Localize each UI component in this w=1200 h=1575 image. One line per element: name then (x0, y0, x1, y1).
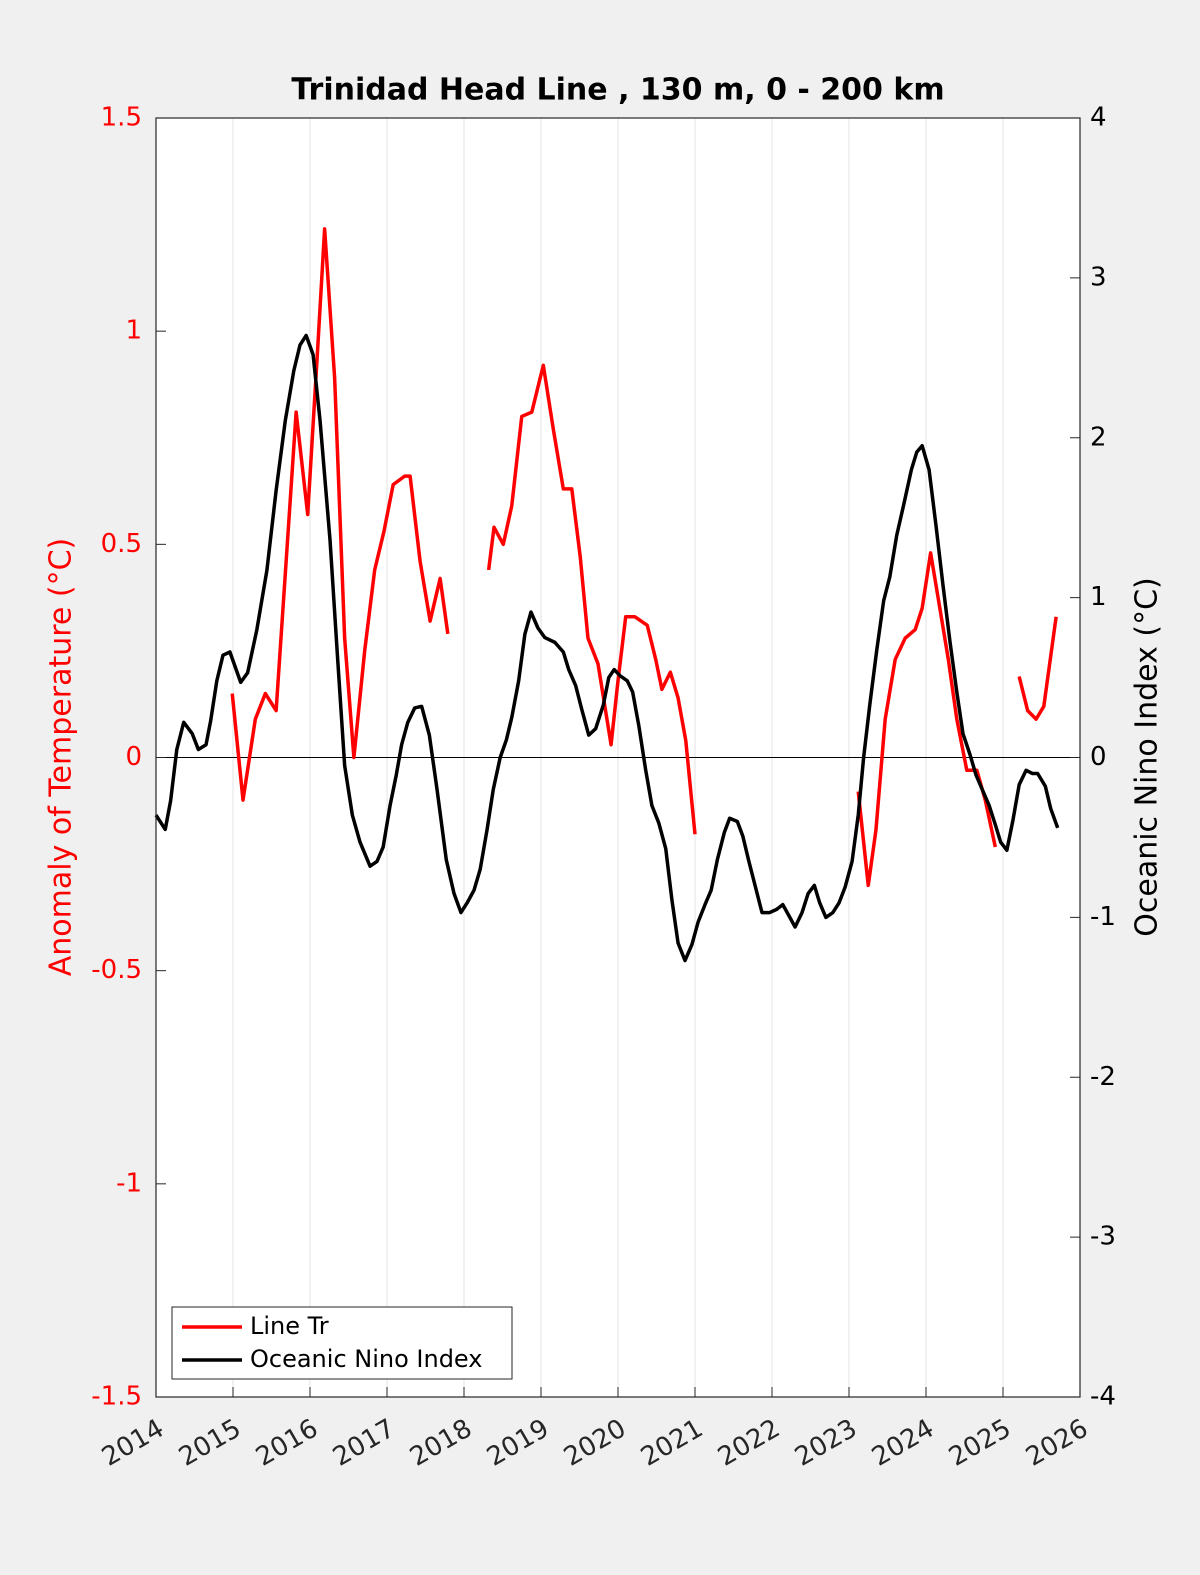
y-tick-label: -1.5 (91, 1382, 142, 1412)
y2-tick-label: 0 (1090, 742, 1107, 772)
y2-tick-label: -1 (1090, 902, 1116, 932)
x-tick-label: 2016 (251, 1414, 323, 1473)
x-tick-label: 2017 (328, 1414, 400, 1473)
legend (171, 1306, 513, 1380)
y-tick-label: 1.5 (101, 103, 142, 133)
y-tick-label: -1 (116, 1168, 142, 1198)
y2-tick-label: 3 (1090, 262, 1107, 292)
grid (155, 118, 1081, 1397)
y2-axis-label: Oceanic Nino Index (°C) (1130, 577, 1165, 937)
y2-tick-label: 2 (1090, 422, 1107, 452)
x-tick-label: 2015 (174, 1414, 246, 1473)
y2-tick-label: 1 (1090, 582, 1107, 612)
chart-title: Trinidad Head Line , 130 m, 0 - 200 km (291, 73, 944, 108)
x-tick-label: 2026 (1021, 1414, 1093, 1473)
legend-label: Oceanic Nino Index (250, 1345, 482, 1373)
y-tick-label: 0.5 (101, 529, 142, 559)
x-tick-label: 2020 (559, 1414, 631, 1473)
x-tick-label: 2022 (713, 1414, 785, 1473)
legend-entries: Line Tr Oceanic Nino Index (182, 1312, 482, 1373)
legend-label: Line Tr (250, 1312, 329, 1340)
y2-tick-label: -3 (1090, 1222, 1116, 1252)
y2-tick-label: 4 (1090, 103, 1107, 133)
x-tick-label: 2019 (482, 1414, 554, 1473)
x-tick-label: 2014 (97, 1414, 169, 1473)
y-tick-label: 0 (125, 742, 142, 772)
y-tick-label: 1 (125, 316, 142, 346)
y-axis-label: Anomaly of Temperature (°C) (44, 538, 79, 977)
series-line (230, 227, 1058, 888)
series-line (154, 333, 1060, 963)
x-tick-label: 2023 (790, 1414, 862, 1473)
y2-tick-label: -2 (1090, 1062, 1116, 1092)
x-tick-label: 2025 (944, 1414, 1016, 1473)
x-tick-label: 2024 (867, 1414, 939, 1473)
y-tick-label: -0.5 (91, 955, 142, 985)
x-tick-label: 2018 (405, 1414, 477, 1473)
marks (154, 227, 1060, 963)
y2-tick-label: -4 (1090, 1382, 1116, 1412)
x-tick-label: 2021 (636, 1414, 708, 1473)
